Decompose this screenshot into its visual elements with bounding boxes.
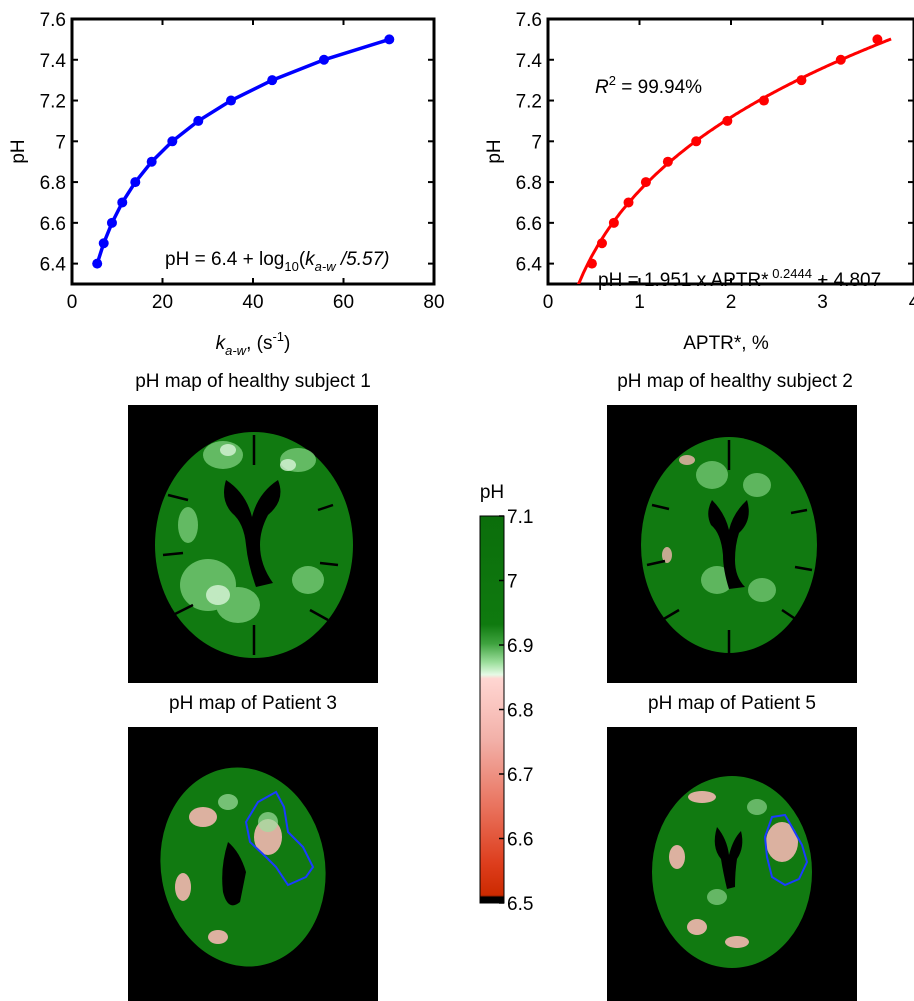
colorbar-tick-label: 6.8 [507, 701, 533, 722]
data-point [167, 136, 178, 147]
colorbar-tick-label: 6.5 [507, 894, 533, 915]
y-tick-label: 6.8 [516, 173, 542, 194]
y-tick-label: 7.2 [40, 92, 66, 113]
data-point [758, 95, 769, 106]
data-point [117, 197, 128, 208]
y-tick-label: 7 [531, 132, 542, 153]
ph-map-healthy-2 [607, 405, 857, 683]
map-title-patient-5: pH map of Patient 5 [648, 693, 816, 714]
chart-ph-vs-kaw: 0 20 40 60 80 6.4 6.6 6.8 7 7.2 7.4 7.6 pH ka-w, (s-1… [8, 10, 445, 358]
x-axis-label: APTR*, % [683, 333, 769, 354]
data-point [796, 75, 807, 86]
ph-map-patient-3 [128, 727, 378, 1001]
colorbar-tick-label: 6.9 [507, 636, 533, 657]
y-tick-label: 7.4 [40, 51, 67, 72]
data-point [92, 258, 103, 269]
y-tick-label: 6.4 [516, 255, 543, 276]
chart-ph-vs-aptr: 0 1 2 3 4 6.4 6.6 6.8 7 7.2 7.4 7.6 pH APTR*, % R2 = 9… [484, 10, 914, 354]
colorbar-tick-label: 6.7 [507, 765, 533, 786]
x-tick-label: 2 [726, 292, 737, 313]
data-point [623, 197, 634, 208]
ph-map-healthy-1 [128, 405, 378, 683]
y-tick-label: 7.6 [40, 10, 66, 31]
y-tick-label: 6.8 [40, 173, 66, 194]
y-axis-label: pH [8, 139, 29, 163]
map-title-healthy-2: pH map of healthy subject 2 [617, 371, 853, 392]
data-point [98, 238, 109, 249]
data-point [640, 177, 651, 188]
x-tick-label: 80 [423, 292, 444, 313]
series-line [95, 37, 390, 265]
x-tick-label: 0 [67, 292, 78, 313]
data-point [608, 217, 619, 228]
data-point [722, 115, 733, 126]
equation-label: pH = 6.4 + log10(ka-w /5.57) [165, 249, 390, 274]
data-point [130, 177, 141, 188]
data-point [106, 217, 117, 228]
y-tick-label: 6.4 [40, 255, 67, 276]
y-tick-label: 7.4 [516, 51, 543, 72]
colorbar-tick-label: 6.6 [507, 830, 533, 851]
y-axis-label: pH [484, 139, 505, 163]
r-squared-label: R2 = 99.94% [595, 73, 702, 98]
x-tick-label: 40 [242, 292, 263, 313]
y-tick-label: 7.2 [516, 92, 542, 113]
y-tick-label: 6.6 [516, 214, 542, 235]
plot-frame [70, 17, 436, 286]
data-point [318, 54, 329, 65]
equation-label: pH = 1.951 x APTR* 0.2444 + 4.807 [598, 266, 881, 291]
x-tick-label: 0 [543, 292, 554, 313]
data-point [146, 156, 157, 167]
x-tick-label: 1 [634, 292, 645, 313]
data-point [835, 54, 846, 65]
map-title-healthy-1: pH map of healthy subject 1 [135, 371, 371, 392]
y-tick-label: 7.6 [516, 10, 542, 31]
ph-map-patient-5 [607, 727, 857, 1001]
data-point [691, 136, 702, 147]
x-axis-label: ka-w, (s-1) [216, 329, 291, 358]
x-tick-label: 20 [152, 292, 173, 313]
data-point [586, 258, 597, 269]
colorbar-tick-label: 7.1 [507, 507, 533, 528]
colorbar-tick-label: 7 [507, 572, 518, 593]
colorbar-title: pH [480, 482, 504, 503]
data-point [872, 34, 883, 45]
y-tick-label: 6.6 [40, 214, 66, 235]
x-tick-label: 4 [909, 292, 914, 313]
x-tick-label: 60 [333, 292, 354, 313]
ph-colorbar: pH7.1 7 6.9 6.8 6.7 6.6 6.5 [479, 482, 533, 915]
data-point [662, 156, 673, 167]
x-tick-label: 3 [817, 292, 828, 313]
data-point [384, 34, 395, 45]
y-tick-label: 7 [55, 132, 66, 153]
data-point [193, 115, 204, 126]
data-point [226, 95, 237, 106]
data-point [267, 75, 278, 86]
map-title-patient-3: pH map of Patient 3 [169, 693, 337, 714]
data-point [596, 238, 607, 249]
